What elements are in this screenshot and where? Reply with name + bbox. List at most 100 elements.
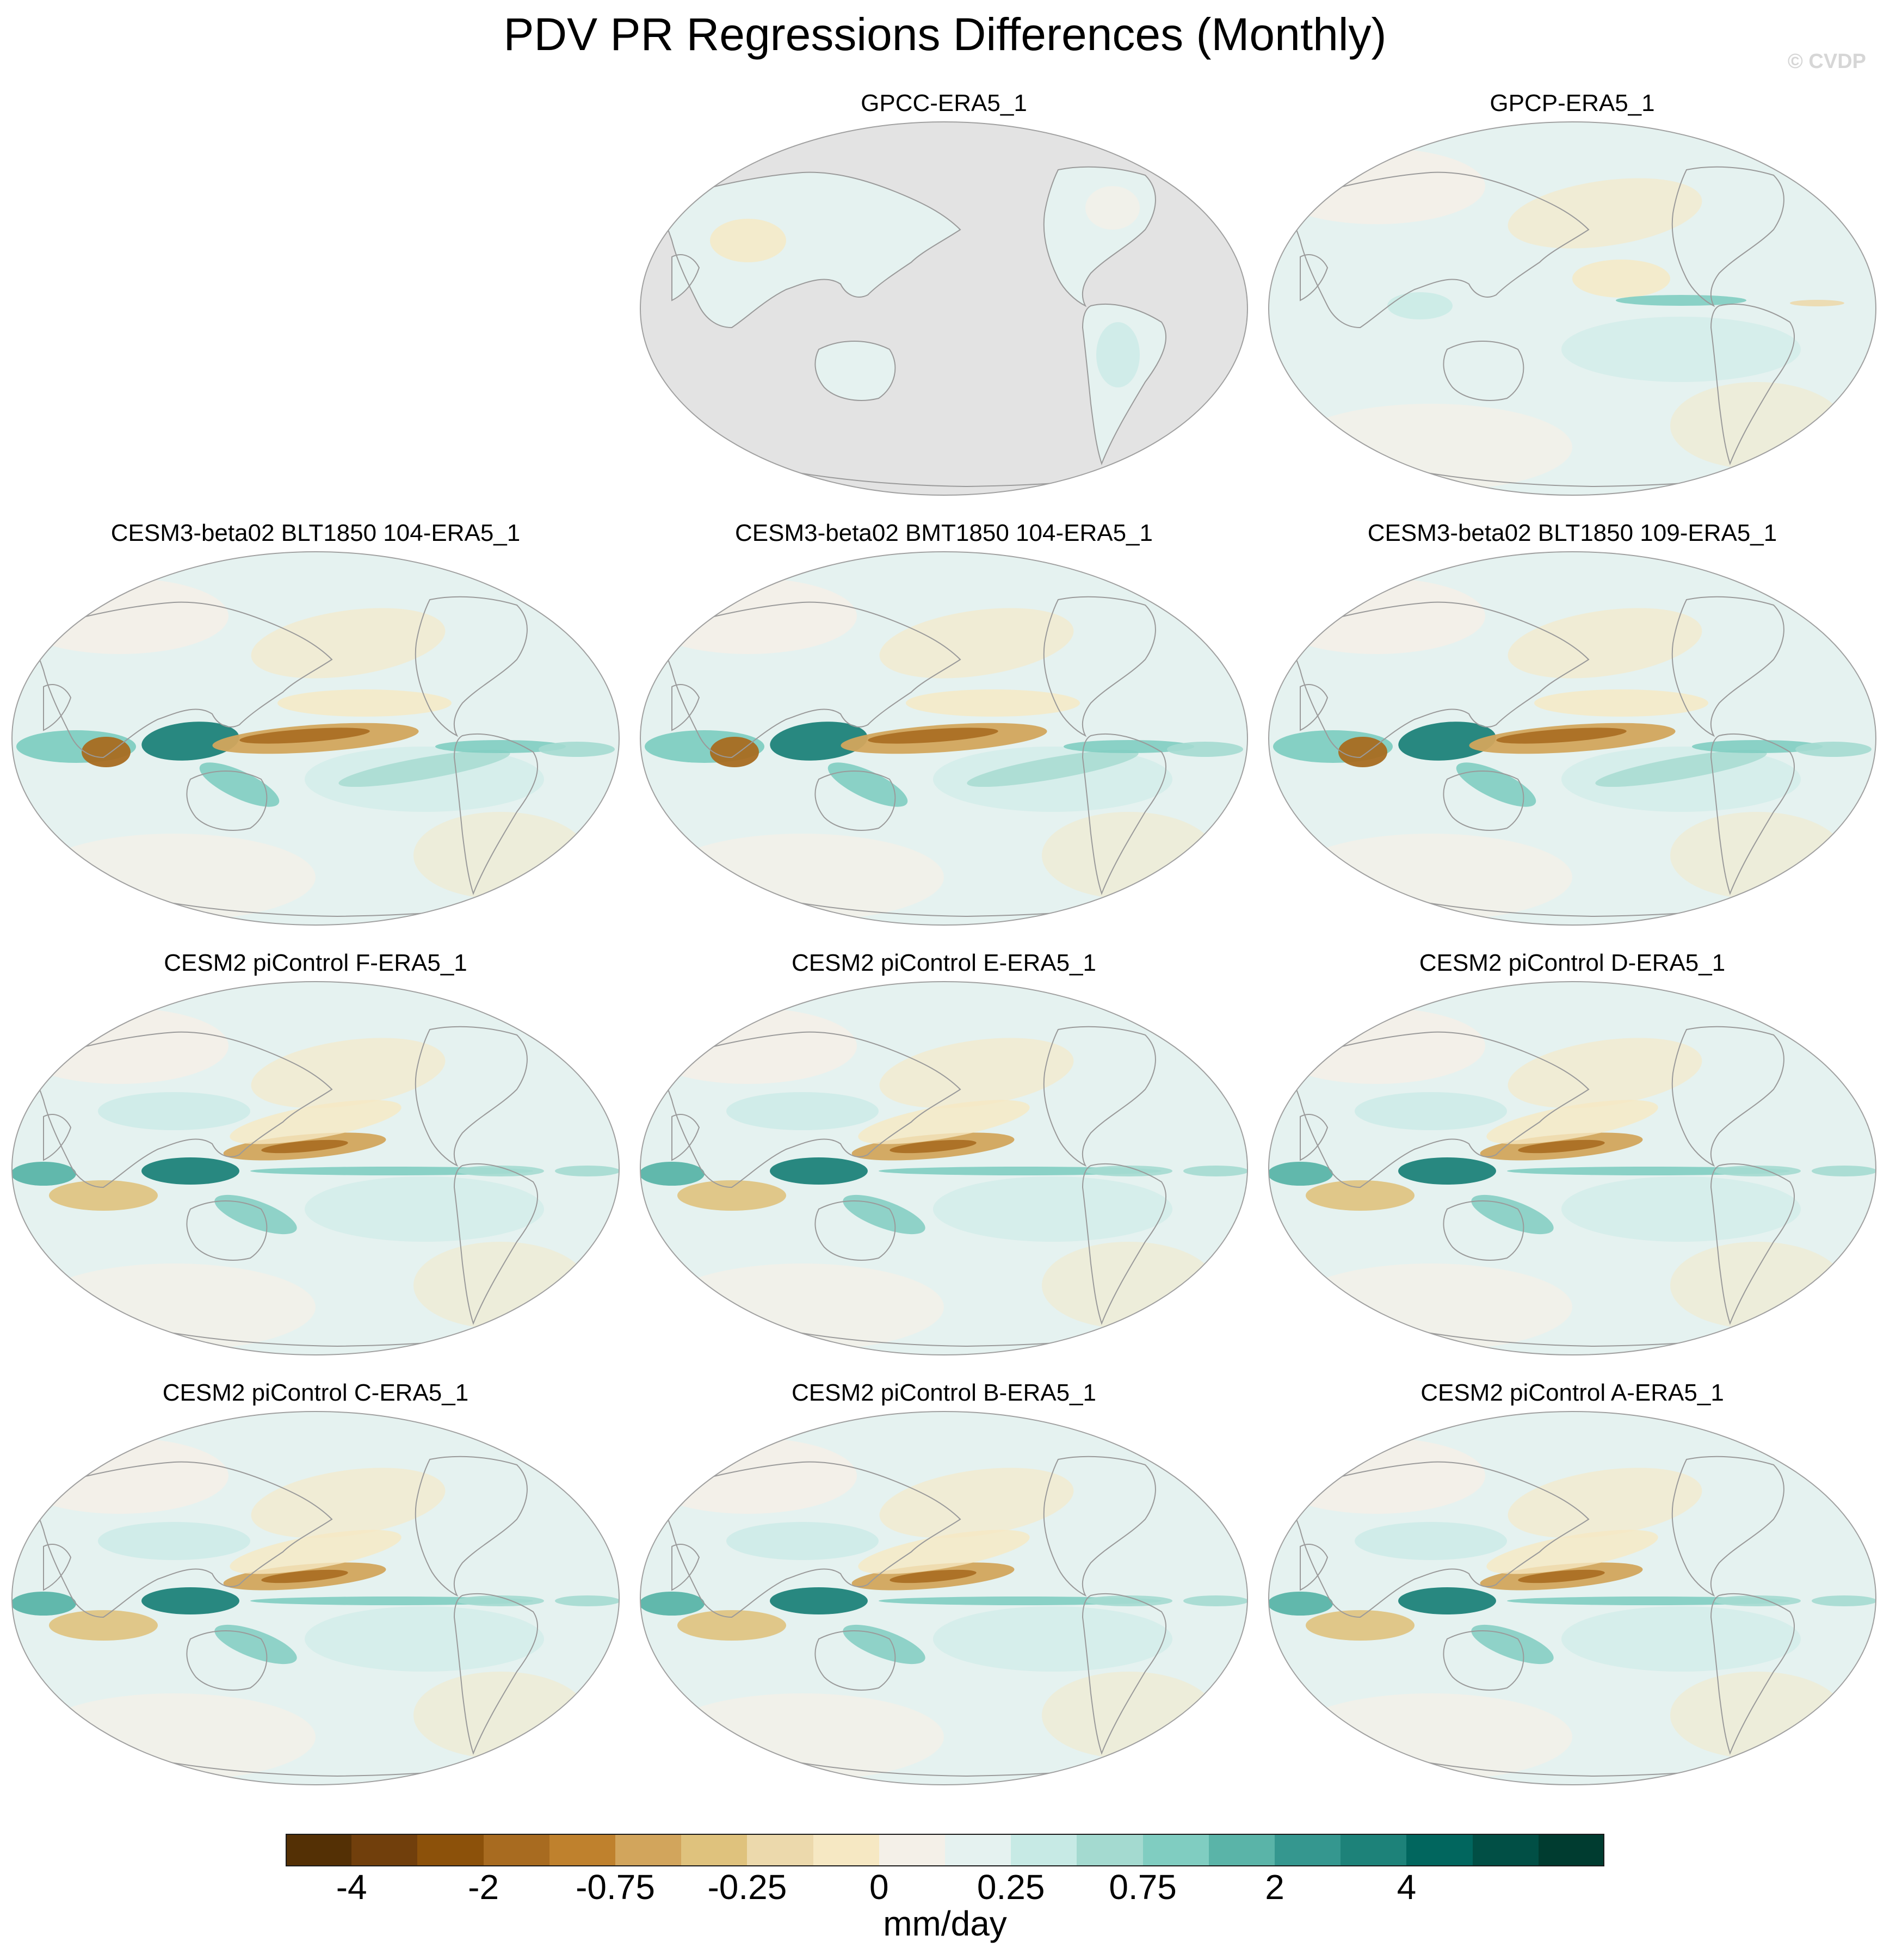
colorbar-box bbox=[1142, 1834, 1209, 1866]
coastline bbox=[43, 684, 72, 731]
colorbar-box bbox=[549, 1834, 616, 1866]
panel-title: CESM3-beta02 BLT1850 109-ERA5_1 bbox=[1367, 520, 1777, 546]
map-border bbox=[640, 1411, 1248, 1785]
coastline bbox=[660, 171, 961, 329]
coastline bbox=[1443, 1630, 1524, 1691]
anomaly-patch bbox=[1398, 722, 1496, 761]
anomaly-patch bbox=[12, 578, 228, 654]
anomaly-patch bbox=[1486, 1100, 1658, 1144]
anomaly-patch bbox=[1085, 1595, 1172, 1606]
map-border bbox=[640, 551, 1248, 926]
panel-title: CESM2 piControl A-ERA5_1 bbox=[1420, 1379, 1724, 1406]
anomaly-patch bbox=[1269, 1438, 1485, 1514]
anomaly-patch bbox=[1306, 1180, 1415, 1211]
coastline bbox=[660, 1461, 961, 1618]
anomaly-patch bbox=[1085, 1166, 1172, 1176]
anomaly-patch bbox=[1183, 1166, 1247, 1176]
map-border bbox=[1268, 1411, 1876, 1785]
coastline bbox=[671, 254, 700, 301]
anomaly-patch bbox=[726, 1092, 879, 1130]
coastline bbox=[671, 684, 700, 731]
colorbar-box bbox=[286, 1834, 352, 1866]
watermark: © CVDP bbox=[1787, 50, 1866, 73]
anomaly-patch bbox=[1561, 317, 1801, 382]
anomaly-patch bbox=[1692, 740, 1823, 753]
anomaly-patch bbox=[33, 1263, 316, 1351]
anomaly-patch bbox=[555, 1166, 619, 1176]
panel-title: CESM2 piControl E-ERA5_1 bbox=[791, 950, 1096, 976]
anomaly-patch bbox=[1306, 1610, 1415, 1641]
anomaly-patch bbox=[661, 834, 944, 921]
anomaly-patch bbox=[435, 740, 566, 753]
map bbox=[11, 1411, 620, 1785]
anomaly-patch bbox=[843, 1194, 925, 1235]
coastline bbox=[1671, 166, 1784, 307]
anomaly-patch bbox=[1183, 1595, 1247, 1606]
coastline bbox=[415, 1026, 528, 1167]
anomaly-patch bbox=[214, 1624, 297, 1665]
colorbar-box bbox=[417, 1834, 484, 1866]
anomaly-patch bbox=[1518, 1139, 1605, 1154]
map-panel: CESM2 piControl C-ERA5_1 bbox=[5, 1377, 626, 1807]
anomaly-patch bbox=[457, 1166, 544, 1176]
anomaly-patch bbox=[1508, 1038, 1702, 1108]
anomaly-patch bbox=[640, 1592, 705, 1616]
anomaly-patch bbox=[98, 1522, 250, 1560]
anomaly-patch bbox=[661, 1263, 944, 1351]
anomaly-patch bbox=[555, 1595, 619, 1606]
map-panel: CESM2 piControl A-ERA5_1 bbox=[1262, 1377, 1882, 1807]
coastline bbox=[1082, 733, 1166, 895]
colorbar-tick-label: -0.75 bbox=[576, 1867, 655, 1907]
anomaly-patch bbox=[868, 728, 998, 744]
map-panel: CESM2 piControl E-ERA5_1 bbox=[634, 947, 1254, 1377]
colorbar-box bbox=[1341, 1834, 1407, 1866]
map-border bbox=[11, 1411, 620, 1785]
land-region bbox=[661, 172, 960, 328]
anomaly-patch bbox=[1534, 689, 1708, 717]
coastline bbox=[415, 596, 528, 737]
coastline bbox=[671, 1114, 700, 1161]
anomaly-patch bbox=[890, 1139, 977, 1154]
coastline bbox=[1443, 771, 1524, 831]
colorbar-box bbox=[351, 1834, 418, 1866]
coastline bbox=[1710, 733, 1795, 895]
anomaly-patch bbox=[1289, 1693, 1572, 1780]
coastline bbox=[32, 1031, 333, 1188]
anomaly-patch bbox=[1616, 295, 1746, 306]
coastline bbox=[1300, 254, 1329, 301]
anomaly-patch bbox=[640, 1438, 857, 1514]
anomaly-patch bbox=[12, 1008, 228, 1084]
coastline bbox=[453, 1593, 538, 1755]
panel-title: GPCC-ERA5_1 bbox=[861, 90, 1027, 116]
coastline bbox=[1671, 596, 1784, 737]
map-border bbox=[11, 551, 620, 926]
anomaly-patch bbox=[1355, 1092, 1507, 1130]
coastline bbox=[1300, 1114, 1329, 1161]
land-region bbox=[815, 341, 895, 400]
anomaly-patch bbox=[858, 1100, 1030, 1144]
map-border bbox=[11, 981, 620, 1355]
anomaly-patch bbox=[1471, 1194, 1554, 1235]
map bbox=[640, 1411, 1248, 1785]
map-border bbox=[640, 981, 1248, 1355]
colorbar-box bbox=[813, 1834, 880, 1866]
anomaly-patch bbox=[640, 1162, 705, 1186]
coastline bbox=[1043, 1026, 1156, 1167]
anomaly-patch bbox=[457, 1595, 544, 1606]
map-panel: CESM3-beta02 BLT1850 104-ERA5_1 bbox=[5, 517, 626, 947]
anomaly-patch bbox=[1790, 300, 1844, 306]
colorbar-box bbox=[1077, 1834, 1144, 1866]
anomaly-patch bbox=[1387, 292, 1453, 319]
anomaly-patch bbox=[1289, 1263, 1572, 1351]
anomaly-patch bbox=[1289, 834, 1572, 921]
map-border bbox=[1268, 551, 1876, 926]
colorbar-tick-label: 4 bbox=[1397, 1867, 1417, 1907]
anomaly-patch bbox=[1561, 1176, 1801, 1242]
anomaly-patch bbox=[1167, 742, 1243, 757]
anomaly-patch bbox=[230, 1530, 402, 1574]
coastline bbox=[1288, 601, 1590, 759]
coastline bbox=[1710, 303, 1795, 465]
anomaly-patch bbox=[858, 1530, 1030, 1574]
panel-title: CESM3-beta02 BLT1850 104-ERA5_1 bbox=[110, 520, 521, 546]
coastline bbox=[1043, 166, 1156, 307]
